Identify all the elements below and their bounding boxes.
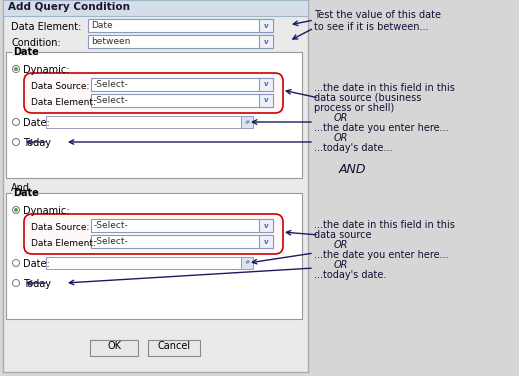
Text: Date: Date xyxy=(13,188,39,198)
FancyBboxPatch shape xyxy=(24,73,283,113)
Circle shape xyxy=(12,206,20,214)
Circle shape xyxy=(12,138,20,146)
Text: #: # xyxy=(244,120,250,124)
Circle shape xyxy=(12,65,20,73)
Bar xyxy=(46,116,241,128)
Bar xyxy=(91,219,273,232)
Text: Condition:: Condition: xyxy=(11,38,61,48)
Bar xyxy=(259,78,273,91)
Text: ...the date you enter here...: ...the date you enter here... xyxy=(314,250,448,260)
Bar xyxy=(259,235,273,248)
Circle shape xyxy=(14,67,18,71)
Text: Data Element:: Data Element: xyxy=(11,22,81,32)
Text: data source (business: data source (business xyxy=(314,93,421,103)
Text: ...the date in this field in this: ...the date in this field in this xyxy=(314,83,455,93)
Text: OR: OR xyxy=(334,133,348,143)
Bar xyxy=(3,0,308,372)
Bar xyxy=(259,35,273,48)
Text: Date: Date xyxy=(91,21,113,30)
Bar xyxy=(3,0,308,16)
Text: And: And xyxy=(11,183,30,193)
Text: ...the date in this field in this: ...the date in this field in this xyxy=(314,220,455,230)
Bar xyxy=(90,340,138,356)
Text: Dynamic:: Dynamic: xyxy=(23,206,70,216)
Text: #: # xyxy=(244,261,250,265)
Bar xyxy=(259,219,273,232)
Text: between: between xyxy=(91,37,130,46)
Text: Today: Today xyxy=(23,138,51,148)
Text: Add Query Condition: Add Query Condition xyxy=(8,2,130,12)
Text: v: v xyxy=(264,38,268,44)
Bar xyxy=(6,52,302,178)
Bar xyxy=(91,94,273,107)
Bar xyxy=(12,48,34,56)
Bar xyxy=(259,19,273,32)
Bar xyxy=(241,257,253,269)
Text: AND: AND xyxy=(339,163,366,176)
Text: ...today's date.: ...today's date. xyxy=(314,270,386,280)
Circle shape xyxy=(12,259,20,267)
Circle shape xyxy=(12,118,20,126)
Text: -Select-: -Select- xyxy=(94,237,129,246)
Bar xyxy=(46,257,241,269)
Text: data source: data source xyxy=(314,230,372,240)
Text: Test the value of this date
to see if it is between...: Test the value of this date to see if it… xyxy=(314,10,441,32)
Text: Date: Date xyxy=(13,47,39,57)
Text: -Select-: -Select- xyxy=(94,96,129,105)
Bar xyxy=(91,78,273,91)
Text: -Select-: -Select- xyxy=(94,80,129,89)
Bar xyxy=(88,19,273,32)
Bar xyxy=(91,235,273,248)
Text: ...the date you enter here...: ...the date you enter here... xyxy=(314,123,448,133)
Text: Data Source:: Data Source: xyxy=(31,82,89,91)
Text: v: v xyxy=(264,97,268,103)
Bar xyxy=(241,116,253,128)
Bar xyxy=(259,94,273,107)
Bar xyxy=(12,189,34,197)
Text: -Select-: -Select- xyxy=(94,221,129,230)
Text: v: v xyxy=(264,23,268,29)
Text: OR: OR xyxy=(334,260,348,270)
Text: v: v xyxy=(264,223,268,229)
FancyBboxPatch shape xyxy=(24,214,283,254)
Text: ...today's date...: ...today's date... xyxy=(314,143,392,153)
Text: Date:: Date: xyxy=(23,118,50,128)
Text: v: v xyxy=(264,82,268,88)
Circle shape xyxy=(14,208,18,212)
Text: Date:: Date: xyxy=(23,259,50,269)
Text: Data Source:: Data Source: xyxy=(31,223,89,232)
Text: OR: OR xyxy=(334,113,348,123)
Text: Data Element:: Data Element: xyxy=(31,98,96,107)
Text: Today: Today xyxy=(23,279,51,289)
Text: OR: OR xyxy=(334,240,348,250)
Bar xyxy=(148,340,200,356)
Text: Data Element:: Data Element: xyxy=(31,239,96,248)
Bar xyxy=(88,35,273,48)
Text: v: v xyxy=(264,238,268,244)
Text: process or shell): process or shell) xyxy=(314,103,394,113)
Circle shape xyxy=(12,279,20,287)
Text: Cancel: Cancel xyxy=(157,341,190,351)
Text: OK: OK xyxy=(107,341,121,351)
Text: Dynamic:: Dynamic: xyxy=(23,65,70,75)
Bar xyxy=(6,193,302,319)
